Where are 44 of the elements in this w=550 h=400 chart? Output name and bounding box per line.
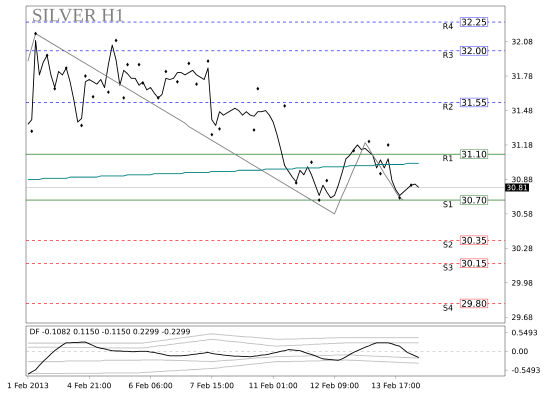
point (195, 82, 198, 86)
annotation: 31.10 (462, 150, 486, 158)
annotation: 30.70 (462, 196, 486, 204)
point (352, 149, 355, 152)
point (53, 86, 56, 90)
point (34, 32, 37, 36)
point (107, 90, 110, 94)
point (92, 95, 94, 98)
point (318, 198, 320, 202)
point (379, 172, 382, 176)
point (218, 127, 221, 131)
point (206, 59, 210, 63)
annotation: 31.55 (462, 99, 486, 106)
annotation: 30.35 (462, 236, 486, 244)
point (138, 62, 140, 66)
point (142, 81, 144, 85)
point (164, 70, 168, 74)
point (410, 183, 412, 187)
point (283, 104, 286, 108)
point (156, 96, 160, 100)
point (325, 178, 328, 182)
annotation: 29.80 (462, 300, 486, 307)
point (30, 129, 34, 133)
chart-title: SILVER H1 (33, 8, 124, 22)
point (46, 54, 48, 58)
point (84, 74, 87, 78)
point (122, 96, 126, 100)
point (252, 128, 256, 132)
point (294, 181, 298, 185)
annotation: 30.15 (462, 260, 486, 267)
point (114, 38, 118, 42)
point (176, 80, 179, 84)
point (126, 62, 129, 66)
point (256, 86, 260, 90)
point (64, 66, 68, 70)
point (398, 196, 401, 200)
annotation: 32.25 (462, 18, 486, 26)
point (210, 132, 214, 136)
point (368, 140, 370, 144)
annotation: 32.00 (462, 47, 486, 54)
point (80, 124, 83, 128)
point (386, 143, 390, 147)
point (310, 160, 313, 164)
point (188, 62, 190, 66)
